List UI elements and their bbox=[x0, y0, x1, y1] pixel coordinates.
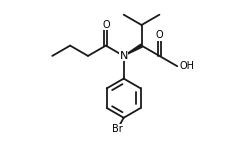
Text: Br: Br bbox=[112, 124, 123, 134]
Text: OH: OH bbox=[180, 61, 194, 71]
Text: N: N bbox=[120, 51, 128, 61]
Text: O: O bbox=[102, 20, 110, 30]
Text: O: O bbox=[155, 30, 163, 40]
Polygon shape bbox=[124, 44, 142, 56]
